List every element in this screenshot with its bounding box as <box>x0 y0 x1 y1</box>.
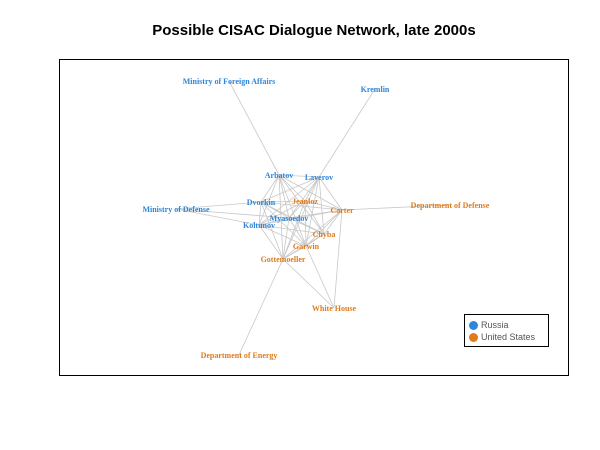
legend-item-us: United States <box>469 332 535 343</box>
edges-layer <box>175 80 451 356</box>
legend-russia-icon <box>469 321 478 331</box>
edge-arbatov-garwin <box>278 174 307 247</box>
edge-lavrov-myasoedov <box>288 176 320 219</box>
node-dvorkin: Dvorkin <box>247 198 276 207</box>
node-mfa: Ministry of Foreign Affairs <box>183 77 276 86</box>
edge-arbatov-carter <box>278 174 343 211</box>
edge-arbatov-koltunov <box>258 174 280 226</box>
node-doe: Department of Energy <box>201 351 278 360</box>
edge-arbatov-myasoedov <box>278 174 290 219</box>
edge-lavrov-chyba <box>318 176 325 235</box>
edge-kremlin-lavrov <box>318 88 376 178</box>
edge-arbatov-lavrov <box>278 174 320 178</box>
edge-dodd-carter <box>341 204 451 211</box>
legend-label-us: United States <box>481 332 536 342</box>
node-kremlin: Kremlin <box>361 85 390 94</box>
edge-lavrov-dvorkin <box>260 176 320 203</box>
edge-jeanloz-koltunov <box>258 200 306 226</box>
node-dodd: Department of Defense <box>411 201 490 210</box>
edge-lavrov-jeanloz <box>304 176 320 202</box>
node-gottemoeller: Gottemoeller <box>261 255 306 264</box>
node-wh: White House <box>312 304 357 313</box>
labels-layer: Ministry of Foreign Affairs Kremlin Arbato… <box>142 77 489 360</box>
edge-myasoedov-gottemoeller <box>282 217 290 260</box>
edge-wh-carter <box>333 209 343 309</box>
edge-mfa-arbatov <box>228 80 280 176</box>
legend-item-russia: Russia <box>469 320 509 331</box>
legend: Russia United States <box>464 314 549 347</box>
edge-lavrov-carter <box>318 176 343 211</box>
edge-wh-gottemoeller <box>282 258 335 309</box>
edge-carter-garwin <box>305 209 343 247</box>
edge-doe-gottemoeller <box>238 258 284 356</box>
node-garwin: Garwin <box>293 242 320 251</box>
edge-arbatov-dvorkin <box>260 174 280 203</box>
edge-myasoedov-koltunov <box>258 217 290 226</box>
edge-garwin-gottemoeller <box>282 245 307 260</box>
edge-jeanloz-garwin <box>304 200 307 247</box>
edge-myasoedov-garwin <box>288 217 307 247</box>
edge-arbatov-gottemoeller <box>278 174 284 260</box>
edge-carter-koltunov <box>258 209 343 226</box>
edge-carter-chyba <box>323 209 343 235</box>
edge-dvorkin-koltunov <box>258 201 262 226</box>
edge-jeanloz-carter <box>304 200 343 211</box>
edge-lavrov-garwin <box>305 176 320 247</box>
legend-us-icon <box>469 333 478 343</box>
edge-dvorkin-jeanloz <box>260 200 306 203</box>
node-arbatov: Arbatov <box>265 171 293 180</box>
node-jeanloz: Jeanloz <box>292 197 318 206</box>
edge-dvorkin-chyba <box>260 201 325 235</box>
edge-koltunov-chyba <box>258 224 325 235</box>
node-myasoedov: Myasoedov <box>270 214 309 223</box>
legend-label-russia: Russia <box>481 320 509 330</box>
chart-title: Possible CISAC Dialogue Network, late 20… <box>152 22 476 39</box>
edge-lavrov-gottemoeller <box>282 176 320 260</box>
edge-wh-garwin <box>305 245 335 309</box>
edge-mod-koltunov <box>175 208 260 226</box>
edge-koltunov-gottemoeller <box>258 224 284 260</box>
edge-carter-gottemoeller <box>282 209 343 260</box>
edge-dvorkin-carter <box>260 201 343 211</box>
edge-arbatov-jeanloz <box>278 174 306 202</box>
edge-myasoedov-chyba <box>288 217 325 235</box>
edge-mod-dvorkin <box>175 201 262 210</box>
edge-jeanloz-chyba <box>304 200 325 235</box>
edge-koltunov-garwin <box>258 224 307 247</box>
edge-dvorkin-garwin <box>260 201 307 247</box>
node-koltunov: Koltunov <box>243 221 275 230</box>
node-mod: Ministry of Defense <box>142 205 210 214</box>
node-chyba: Chyba <box>313 230 336 239</box>
edge-jeanloz-myasoedov <box>288 200 306 219</box>
node-carter: Carter <box>330 206 354 215</box>
node-lavrov: Laverov <box>305 173 333 182</box>
